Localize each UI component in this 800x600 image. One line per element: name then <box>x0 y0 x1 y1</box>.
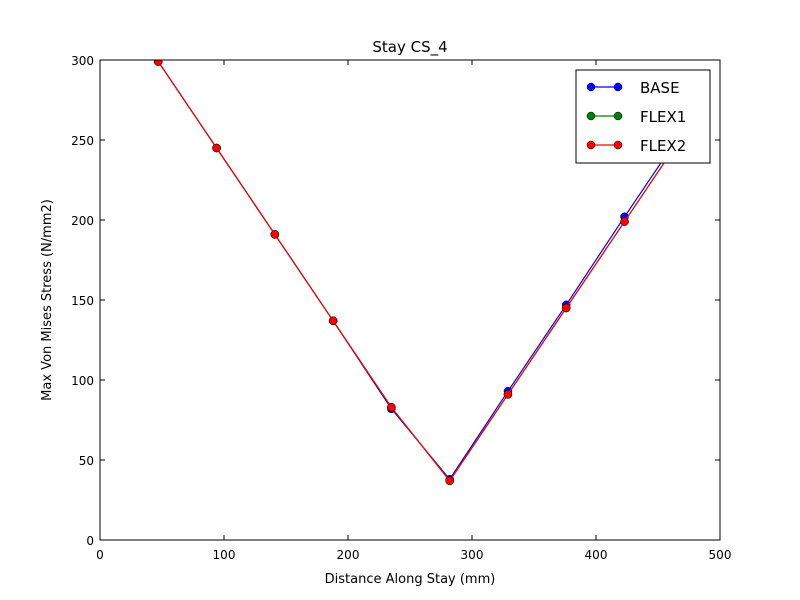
legend-marker <box>613 82 623 92</box>
x-tick-label: 0 <box>96 548 104 562</box>
legend-marker <box>613 140 623 150</box>
y-tick-label: 300 <box>71 54 94 68</box>
data-point <box>620 217 629 226</box>
data-point <box>212 143 221 153</box>
y-tick-label: 100 <box>71 374 94 388</box>
data-point <box>445 476 454 486</box>
legend-marker <box>613 111 623 121</box>
series-line-flex2 <box>157 61 684 482</box>
legend-entry-flex1: FLEX1 <box>586 108 686 126</box>
legend-marker <box>586 140 596 150</box>
legend-entry-base: BASE <box>586 79 680 97</box>
data-point <box>328 316 338 326</box>
legend: BASE FLEX1 FLEX2 <box>575 69 711 164</box>
data-point <box>387 402 396 412</box>
y-tick-label: 0 <box>86 534 94 548</box>
x-tick-label: 500 <box>709 548 732 562</box>
x-axis-label: Distance Along Stay (mm) <box>325 572 496 587</box>
legend-marker <box>586 111 596 121</box>
data-point <box>503 390 513 399</box>
legend-marker <box>586 82 596 92</box>
legend-label: FLEX1 <box>640 108 686 126</box>
chart-title: Stay CS_4 <box>372 38 447 57</box>
legend-label: BASE <box>640 79 680 97</box>
y-tick-label: 150 <box>71 294 94 308</box>
x-tick-label: 300 <box>461 548 484 562</box>
data-point <box>561 303 571 313</box>
legend-entry-flex2: FLEX2 <box>586 137 686 155</box>
x-tick-label: 200 <box>337 548 360 562</box>
y-axis-label: Max Von Mises Stress (N/mm2) <box>40 199 55 401</box>
y-tick-label: 250 <box>71 134 94 148</box>
y-tick-label: 200 <box>71 214 94 228</box>
x-tick-label: 100 <box>213 548 236 562</box>
series-flex2 <box>154 60 688 486</box>
data-point <box>154 60 163 66</box>
x-tick-label: 400 <box>585 548 608 562</box>
y-tick-label: 50 <box>79 454 94 468</box>
data-point <box>270 230 280 239</box>
legend-label: FLEX2 <box>640 137 686 155</box>
